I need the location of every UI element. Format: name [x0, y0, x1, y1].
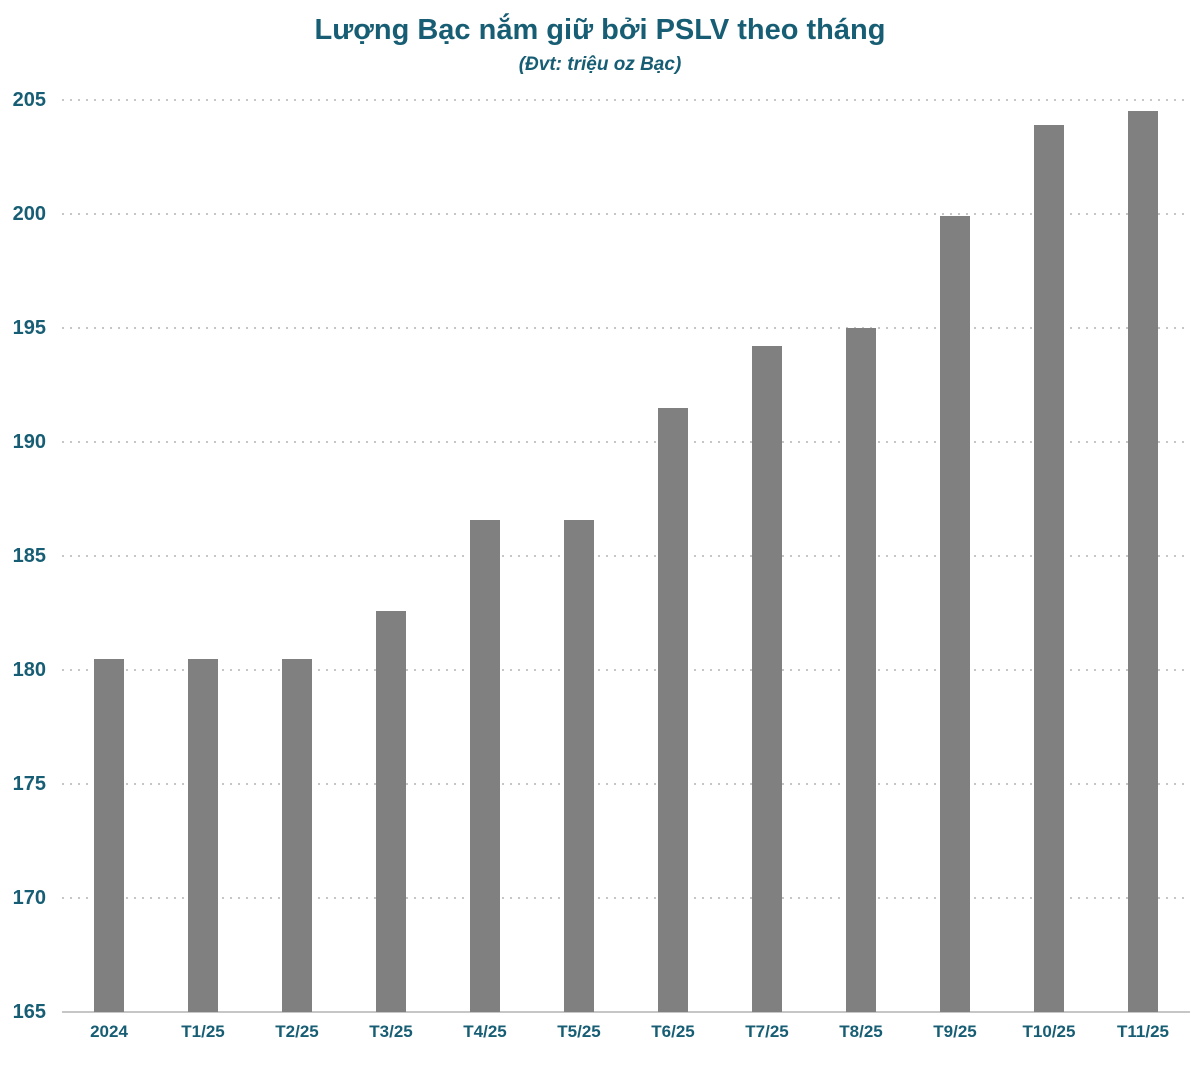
y-axis: 165 170 175 180 185 190 195 200 205	[0, 90, 50, 1022]
x-tick-label: T2/25	[275, 1022, 319, 1041]
gridline	[62, 327, 1190, 329]
y-tick-label: 200	[12, 203, 46, 225]
bar-T6-25	[658, 407, 688, 1012]
bar-T2-25	[282, 658, 312, 1012]
bar-T11-25	[1128, 111, 1158, 1012]
chart-subtitle: (Đvt: triệu oz Bạc)	[518, 54, 682, 75]
bar-T1-25	[188, 658, 218, 1012]
bar-T3-25	[376, 610, 406, 1012]
gridline	[62, 783, 1190, 785]
plot-area	[62, 99, 1190, 1013]
x-tick-label: T6/25	[651, 1022, 695, 1041]
x-tick-label: 2024	[90, 1022, 128, 1041]
y-tick-label: 185	[12, 545, 46, 567]
bar-T5-25	[564, 519, 594, 1012]
gridline	[62, 669, 1190, 671]
bar-T7-25	[752, 346, 782, 1012]
x-axis-line	[62, 1011, 1190, 1013]
bar-T9-25	[940, 216, 970, 1012]
x-tick-label: T8/25	[839, 1022, 883, 1041]
bar-T10-25	[1034, 125, 1064, 1012]
gridline	[62, 897, 1190, 899]
gridline	[62, 213, 1190, 215]
y-tick-label: 165	[12, 1001, 46, 1023]
y-tick-label: 170	[12, 887, 46, 909]
bar-2024	[94, 658, 124, 1012]
chart-title: Lượng Bạc nắm giữ bởi PSLV theo tháng	[314, 14, 886, 46]
y-tick-label: 190	[12, 431, 46, 453]
x-tick-label: T7/25	[745, 1022, 789, 1041]
x-axis: 2024 T1/25 T2/25 T3/25 T4/25 T5/25 T6/25 T7/25 T…	[62, 1022, 1190, 1062]
gridline	[62, 441, 1190, 443]
x-tick-label: T11/25	[1117, 1022, 1169, 1041]
bar-T4-25	[470, 519, 500, 1012]
x-tick-label: T9/25	[933, 1022, 977, 1041]
y-tick-label: 175	[12, 773, 46, 795]
x-tick-label: T4/25	[463, 1022, 507, 1041]
y-tick-label: 205	[12, 89, 46, 111]
x-tick-label: T3/25	[369, 1022, 413, 1041]
y-tick-label: 180	[12, 659, 46, 681]
gridline	[62, 99, 1190, 101]
y-tick-label: 195	[12, 317, 46, 339]
x-tick-label: T10/25	[1022, 1022, 1076, 1041]
x-tick-label: T1/25	[181, 1022, 225, 1041]
bar-T8-25	[846, 328, 876, 1012]
gridline	[62, 555, 1190, 557]
x-tick-label: T5/25	[557, 1022, 601, 1041]
